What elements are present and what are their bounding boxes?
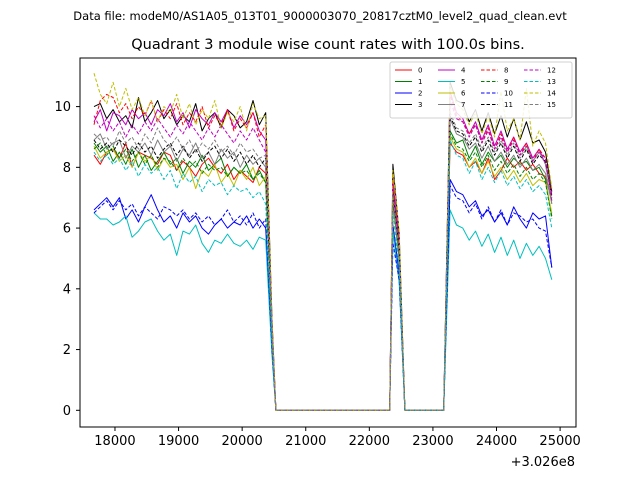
x-offset-label: +3.026e8 bbox=[511, 455, 575, 470]
legend-label-10: 10 bbox=[504, 90, 513, 98]
x-tick-label: 20000 bbox=[221, 434, 262, 449]
series-line-5 bbox=[93, 209, 553, 411]
x-tick-label: 25000 bbox=[539, 434, 580, 449]
x-tick-label: 19000 bbox=[158, 434, 199, 449]
series-line-11 bbox=[93, 115, 553, 411]
legend-label-6: 6 bbox=[461, 90, 466, 98]
x-tick-label: 21000 bbox=[285, 434, 326, 449]
x-tick-label: 24000 bbox=[476, 434, 517, 449]
x-tick-label: 22000 bbox=[349, 434, 390, 449]
legend-label-2: 2 bbox=[418, 90, 422, 98]
legend-label-14: 14 bbox=[547, 90, 556, 98]
series-line-15 bbox=[93, 112, 553, 411]
series-line-8 bbox=[93, 93, 553, 411]
series-line-6 bbox=[93, 136, 553, 411]
legend-label-8: 8 bbox=[504, 67, 508, 75]
legend-label-15: 15 bbox=[547, 101, 556, 109]
series-line-13 bbox=[93, 139, 553, 411]
series-line-10 bbox=[93, 185, 553, 411]
y-tick-label: 6 bbox=[63, 222, 71, 237]
x-tick-label: 18000 bbox=[94, 434, 135, 449]
figure-suptitle: Data file: modeM0/AS1A05_013T01_90000030… bbox=[73, 9, 567, 23]
chart-title: Quadrant 3 module wise count rates with … bbox=[131, 37, 525, 53]
series-line-4 bbox=[93, 90, 553, 411]
legend-label-13: 13 bbox=[547, 78, 556, 86]
axes-frame bbox=[79, 57, 577, 428]
series-line-12 bbox=[93, 100, 553, 411]
legend-label-0: 0 bbox=[418, 67, 422, 75]
plot-area bbox=[93, 73, 553, 411]
legend-label-5: 5 bbox=[461, 78, 465, 86]
legend-label-7: 7 bbox=[461, 101, 465, 109]
axes: 18000 19000 20000 21000 22000 23000 24000 25000… bbox=[54, 57, 581, 449]
legend-label-1: 1 bbox=[418, 78, 422, 86]
y-tick-label: 2 bbox=[63, 343, 71, 358]
series-line-2 bbox=[93, 179, 553, 411]
x-tick-label: 23000 bbox=[412, 434, 453, 449]
y-tick-label: 0 bbox=[63, 404, 71, 419]
legend-label-11: 11 bbox=[504, 101, 513, 109]
series-line-9 bbox=[93, 133, 553, 411]
series-line-3 bbox=[93, 81, 553, 411]
y-tick-label: 8 bbox=[63, 161, 71, 176]
legend-label-4: 4 bbox=[461, 67, 466, 75]
legend-label-3: 3 bbox=[418, 101, 422, 109]
legend-label-9: 9 bbox=[504, 78, 508, 86]
y-tick-label: 10 bbox=[54, 100, 71, 115]
legend-label-12: 12 bbox=[547, 67, 556, 75]
y-tick-label: 4 bbox=[63, 282, 71, 297]
